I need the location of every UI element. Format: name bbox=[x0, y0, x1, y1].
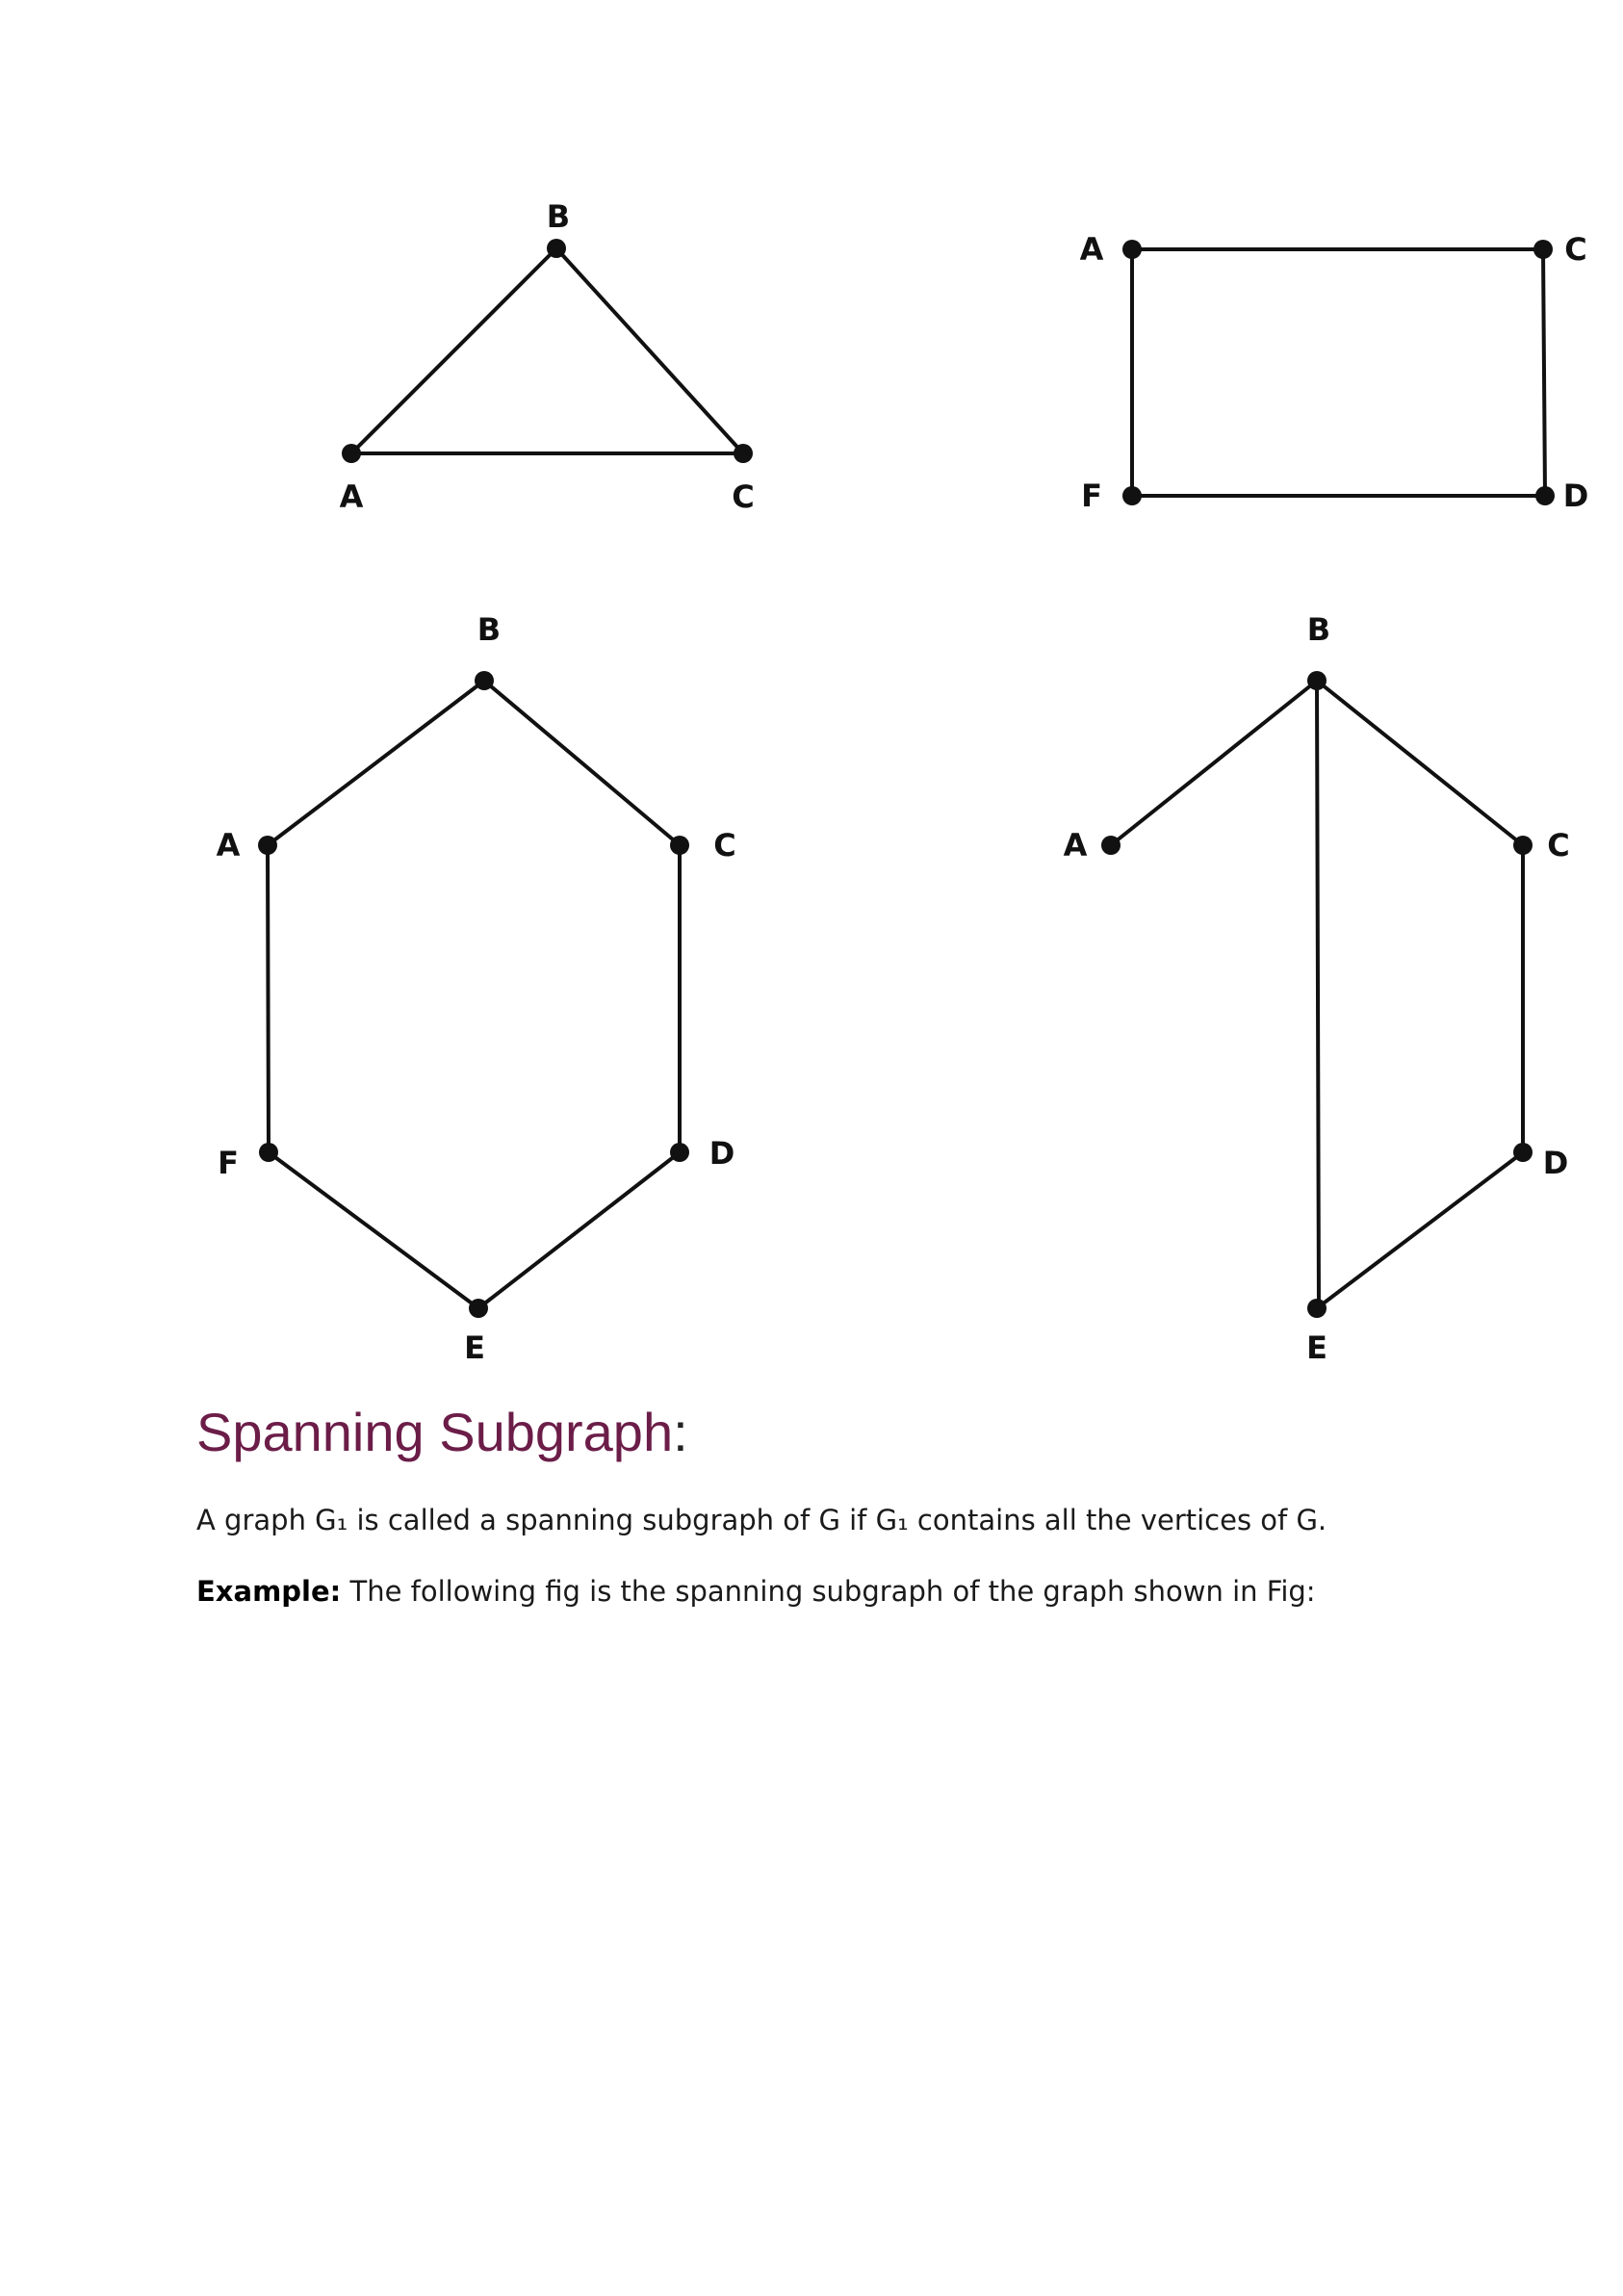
section-heading-colon: : bbox=[673, 1402, 688, 1462]
vertex-label-f: F bbox=[1081, 477, 1102, 514]
example-text: The following fig is the spanning subgra… bbox=[341, 1575, 1316, 1608]
edge-b-e bbox=[1315, 679, 1321, 1310]
graph-hexagon: A B C D E F bbox=[217, 611, 736, 1366]
graph-triangle: A B C bbox=[340, 198, 755, 515]
graph-figures: A B C A C D F A B C D E F bbox=[217, 198, 1589, 1366]
vertex-b bbox=[1307, 671, 1327, 690]
vertex-f bbox=[1122, 486, 1142, 505]
edge-b-c bbox=[482, 679, 682, 847]
edge-d-e bbox=[477, 1150, 682, 1310]
vertex-label-e: E bbox=[1306, 1329, 1327, 1366]
vertex-label-d: D bbox=[709, 1135, 735, 1172]
vertex-a bbox=[1101, 836, 1121, 855]
vertex-e bbox=[1307, 1299, 1327, 1318]
vertex-d bbox=[1535, 486, 1555, 505]
vertex-c bbox=[1513, 836, 1533, 855]
vertex-label-d: D bbox=[1563, 477, 1589, 514]
example-paragraph: Example: The following fig is the spanni… bbox=[196, 1575, 1316, 1608]
section-heading-text: Spanning Subgraph bbox=[196, 1402, 674, 1462]
vertex-b bbox=[547, 239, 566, 258]
vertex-d bbox=[670, 1143, 689, 1162]
edge-b-c bbox=[554, 246, 745, 455]
edge-a-b bbox=[266, 679, 486, 847]
vertex-d bbox=[1513, 1143, 1533, 1162]
edge-f-a bbox=[266, 843, 270, 1154]
vertex-c bbox=[734, 444, 753, 463]
vertex-label-c: C bbox=[1564, 231, 1586, 268]
example-label: Example: bbox=[196, 1575, 342, 1608]
vertex-label-d: D bbox=[1543, 1145, 1569, 1181]
vertex-label-a: A bbox=[217, 827, 241, 864]
definition-paragraph: A graph G₁ is called a spanning subgraph… bbox=[196, 1504, 1327, 1536]
vertex-label-f: F bbox=[218, 1145, 239, 1181]
vertex-label-c: C bbox=[732, 478, 754, 515]
vertex-label-b: B bbox=[477, 611, 501, 648]
edge-c-d bbox=[1541, 247, 1547, 498]
edge-a-b bbox=[349, 246, 558, 455]
section-heading: Spanning Subgraph: bbox=[196, 1401, 688, 1463]
vertex-label-a: A bbox=[1064, 827, 1088, 864]
vertex-a bbox=[342, 444, 361, 463]
vertex-a bbox=[258, 836, 277, 855]
edge-d-e bbox=[1315, 1150, 1525, 1310]
vertex-e bbox=[469, 1299, 488, 1318]
vertex-a bbox=[1122, 240, 1142, 259]
vertex-label-b: B bbox=[547, 198, 570, 235]
vertex-c bbox=[1533, 240, 1553, 259]
vertex-label-a: A bbox=[1080, 231, 1104, 268]
graph-spanning-subgraph: A B C D E bbox=[1064, 611, 1570, 1366]
vertex-label-c: C bbox=[1547, 827, 1569, 864]
vertex-label-b: B bbox=[1307, 611, 1330, 648]
edge-b-c bbox=[1315, 679, 1525, 847]
graph-rectangle: A C D F bbox=[1080, 231, 1589, 514]
vertex-label-e: E bbox=[464, 1329, 485, 1366]
edge-a-b bbox=[1109, 679, 1319, 847]
vertex-c bbox=[670, 836, 689, 855]
vertex-f bbox=[259, 1143, 278, 1162]
edge-e-f bbox=[267, 1150, 480, 1310]
vertex-label-c: C bbox=[713, 827, 735, 864]
vertex-b bbox=[475, 671, 494, 690]
vertex-label-a: A bbox=[340, 478, 364, 515]
